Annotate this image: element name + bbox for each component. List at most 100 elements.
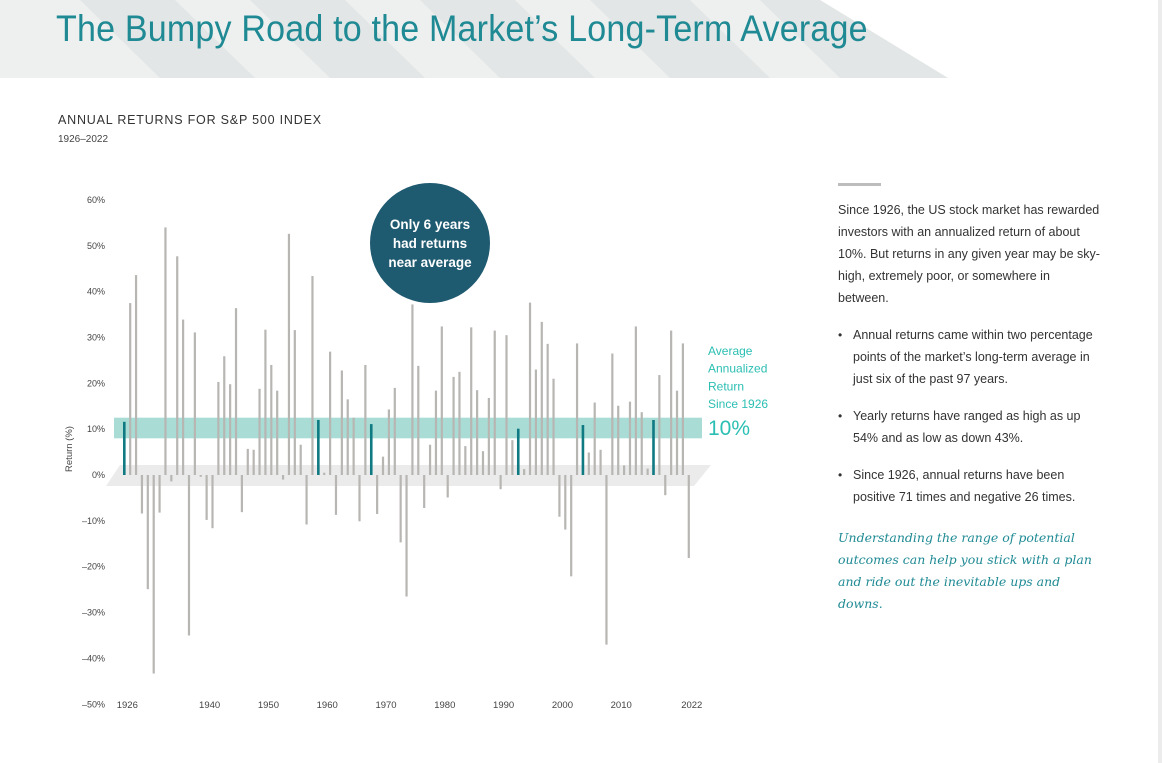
x-axis-tick-labels: 1926 1940 1950 1960 1970 1980 1990 2000 2010 2022 <box>117 700 703 711</box>
return-bar <box>234 308 238 475</box>
return-bar <box>287 233 291 475</box>
return-bar <box>293 330 296 475</box>
y-tick-label: 30% <box>87 332 105 342</box>
return-bar <box>187 475 191 636</box>
return-bar <box>311 276 314 475</box>
return-bar <box>376 475 379 514</box>
return-bar <box>428 444 432 475</box>
average-label-text: Average <box>708 344 753 358</box>
return-bar <box>305 475 308 525</box>
x-tick-label: 1926 <box>117 700 138 711</box>
return-bar <box>534 369 537 475</box>
near-average-bar <box>369 424 373 475</box>
x-tick-label: 1980 <box>434 700 455 711</box>
return-bar <box>152 475 155 674</box>
return-bar <box>617 405 620 475</box>
return-bar <box>352 417 355 475</box>
x-tick-label: 2010 <box>611 700 632 711</box>
return-bar <box>199 475 202 477</box>
return-bar <box>193 332 196 475</box>
x-tick-label: 1960 <box>317 700 338 711</box>
return-bar <box>587 452 590 475</box>
return-bar <box>211 475 214 529</box>
return-bar <box>593 402 596 475</box>
return-bar <box>182 319 185 475</box>
average-return-band <box>114 417 702 439</box>
return-bar <box>575 343 579 475</box>
return-bar <box>281 475 285 480</box>
y-tick-label: 40% <box>87 287 105 297</box>
return-bar <box>252 449 255 475</box>
y-tick-label: –10% <box>82 516 105 526</box>
chart-heading: ANNUAL RETURNS FOR S&P 500 INDEX <box>58 113 322 127</box>
annual-returns-chart: 60% 50% 40% 30% 20% 10% 0% –10% –20% –30% –40% –50%… <box>64 183 768 711</box>
page-title: The Bumpy Road to the Market’s Long-Term… <box>56 8 868 49</box>
return-bar <box>164 227 167 475</box>
near-average-callout: Only 6 years had returns near average <box>370 183 490 303</box>
title-banner: The Bumpy Road to the Market’s Long-Term… <box>0 0 950 78</box>
return-bar <box>528 302 532 475</box>
return-bar <box>599 449 602 475</box>
return-bar <box>423 475 426 509</box>
return-bar <box>340 370 343 475</box>
callout-circle <box>370 183 490 303</box>
return-bar <box>176 256 179 475</box>
sidebar-bullet: • Since 1926, annual returns have been po… <box>838 464 1100 508</box>
return-bar <box>411 304 414 475</box>
return-bar <box>687 475 690 558</box>
return-bar <box>364 364 367 475</box>
x-tick-label: 1940 <box>199 700 220 711</box>
return-bar <box>299 444 302 475</box>
return-bar <box>323 472 326 475</box>
return-bar <box>217 381 220 475</box>
return-bar <box>393 387 396 475</box>
return-bar <box>140 475 144 514</box>
page-edge <box>1158 0 1162 763</box>
bullet-text: Since 1926, annual returns have been pos… <box>853 468 1076 504</box>
zero-line-band <box>106 465 711 486</box>
near-average-bar <box>317 419 320 475</box>
return-bar <box>229 384 232 475</box>
near-average-bar <box>581 425 585 475</box>
y-axis-label: Return (%) <box>64 426 75 472</box>
return-bar <box>346 399 349 475</box>
return-bar <box>205 475 208 520</box>
bullet-dot: • <box>838 468 843 482</box>
return-bar <box>646 468 649 475</box>
near-average-bar <box>652 419 655 475</box>
y-tick-label: –20% <box>82 562 105 572</box>
return-bar <box>552 378 555 475</box>
bullet-text: Yearly returns have ranged as high as up… <box>853 409 1081 445</box>
return-bar <box>511 440 514 475</box>
return-bar <box>658 375 661 475</box>
return-bar <box>381 456 385 475</box>
y-tick-label: 60% <box>87 195 105 205</box>
return-bar <box>329 351 332 475</box>
callout-text: near average <box>388 255 472 270</box>
return-bar <box>464 446 467 475</box>
near-average-bar <box>123 421 126 475</box>
return-bar <box>358 475 361 522</box>
return-bar <box>640 412 643 475</box>
y-tick-label: 50% <box>87 241 105 251</box>
average-label-text: Annualized <box>708 362 767 376</box>
sidebar-bullets: • Annual returns came within two percenta… <box>838 324 1100 523</box>
return-bar <box>481 451 485 475</box>
return-bar <box>399 475 402 543</box>
y-tick-label: 0% <box>92 470 105 480</box>
chart-subheading: 1926–2022 <box>58 134 109 145</box>
return-bar <box>264 329 267 475</box>
average-label-text: Since 1926 <box>708 397 768 411</box>
y-tick-label: 10% <box>87 424 105 434</box>
sidebar-bullet: • Annual returns came within two percenta… <box>838 324 1100 390</box>
return-bar <box>634 326 637 475</box>
average-return-label: Average Annualized Return Since 1926 10% <box>708 344 768 440</box>
return-bar <box>452 376 455 475</box>
return-bar <box>440 326 443 475</box>
return-bar <box>540 321 543 475</box>
return-bar <box>223 356 226 475</box>
return-bar <box>129 303 132 475</box>
return-bar <box>499 475 502 490</box>
bullet-dot: • <box>838 328 843 342</box>
sidebar-closing: Understanding the range of potential out… <box>838 530 1092 611</box>
